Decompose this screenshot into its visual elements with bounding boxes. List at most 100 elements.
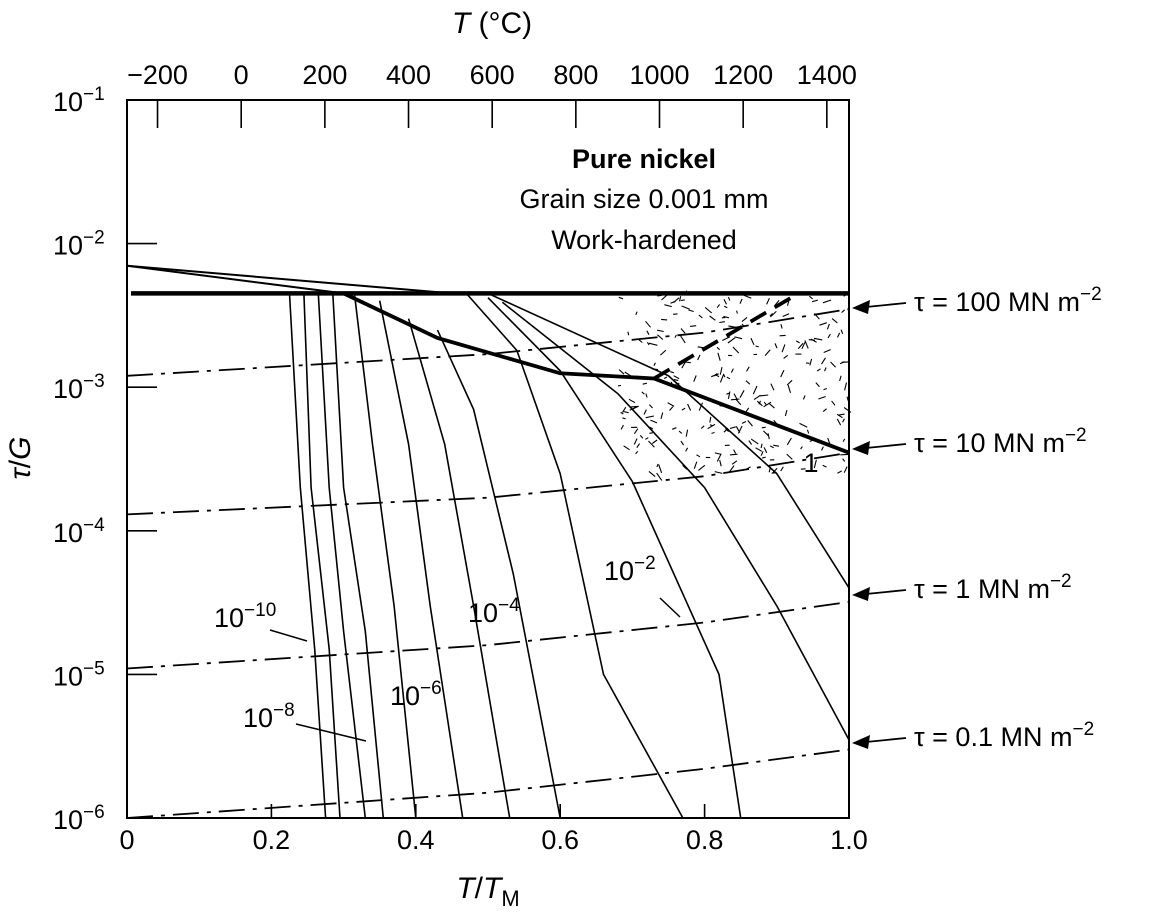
stipple-mark [827,324,829,329]
stipple-mark [747,367,750,372]
stipple-mark [646,321,651,327]
stipple-mark [718,353,720,361]
stipple-mark [803,396,805,400]
chart-title: Pure nickel [572,144,716,174]
stipple-mark [832,319,837,323]
stipple-mark [840,376,842,381]
stipple-mark [657,464,658,467]
stipple-mark [730,454,738,455]
chart-subtitle: Work-hardened [551,225,737,255]
stipple-mark [622,418,625,419]
stress-label: τ = 100 MN m−2 [914,284,1102,317]
stipple-mark [751,439,758,444]
stipple-mark [697,455,701,457]
stipple-mark [843,439,845,442]
stipple-mark [628,332,629,336]
stipple-mark [845,383,847,391]
strain-rate-label: 10−6 [390,678,442,711]
stipple-mark [805,340,808,348]
stress-arrow-line [866,590,906,594]
stipple-mark [762,427,766,428]
stipple-mark [661,413,663,419]
stipple-mark [646,394,647,398]
stipple-mark [717,304,719,307]
stipple-mark [760,395,768,396]
stipple-mark [710,425,713,426]
stipple-mark [823,465,827,467]
stipple-mark [838,333,840,338]
stipple-mark [796,341,799,343]
stipple-mark [832,401,835,405]
stipple-mark [657,330,664,331]
stipple-mark [810,359,812,366]
stipple-mark [646,416,654,418]
strain-rate-label: 10−8 [243,700,295,733]
stipple-mark [652,440,657,444]
stipple-mark [814,338,822,340]
stipple-mark [749,441,752,445]
strain-rate-label: 10−10 [214,600,276,633]
x-tick-label: 0.8 [686,825,724,855]
y-tick-label: 10−3 [53,371,105,404]
stipple-mark [811,339,817,342]
stipple-mark [748,420,753,426]
stipple-mark [682,408,685,410]
field-boundary-0 [127,266,344,294]
stipple-mark [764,402,766,405]
stipple-mark [787,454,793,459]
chart-subtitle: Grain size 0.001 mm [519,184,768,214]
stipple-mark [644,410,646,415]
stipple-mark [844,467,847,473]
strain-rate-contour-10 [502,302,849,740]
stipple-mark [736,426,740,432]
stipple-mark [841,330,843,334]
stipple-mark [720,375,723,383]
strain-rate-contour-7 [438,330,561,818]
stipple-mark [837,419,840,425]
stipple-mark [715,472,723,474]
stipple-mark [694,376,697,382]
label-leader-line [270,630,307,641]
stipple-mark [686,430,687,437]
stipple-mark [679,431,682,433]
top-tick-label: 200 [302,60,347,90]
x-axis-title: T/TM [456,872,519,911]
stipple-mark [659,465,662,473]
stipple-mark [816,383,820,387]
stipple-mark [722,317,726,318]
stipple-mark [720,460,722,466]
stipple-mark [624,446,630,450]
stipple-mark [670,372,674,373]
stress-arrow-line [866,738,906,742]
stress-arrow-head [852,587,870,601]
stress-arrow-head [852,300,870,314]
top-tick-label: 1400 [797,60,857,90]
stipple-mark [823,300,831,303]
stipple-mark [769,403,775,408]
stipple-mark [767,298,770,304]
stipple-mark [746,381,750,385]
stipple-mark [649,433,653,434]
x-tick-label: 0 [119,825,134,855]
y-tick-label: 10−4 [53,515,105,548]
stipple-mark [621,425,623,429]
x-tick-label: 1.0 [830,825,868,855]
stipple-mark [756,346,759,347]
x-tick-label: 0.4 [397,825,435,855]
top-tick-label: 0 [234,60,249,90]
y-tick-label: 10−5 [53,658,105,691]
stipple-mark [657,335,663,340]
stipple-mark [769,468,770,472]
stipple-mark [722,337,730,341]
top-tick-label: 1200 [713,60,773,90]
stipple-mark [809,296,812,299]
stipple-mark [753,386,757,394]
stipple-mark [668,403,674,407]
stipple-mark [843,459,845,462]
stipple-mark [710,417,711,423]
stipple-mark [781,370,784,377]
stipple-mark [649,343,658,345]
stipple-mark [744,295,751,298]
